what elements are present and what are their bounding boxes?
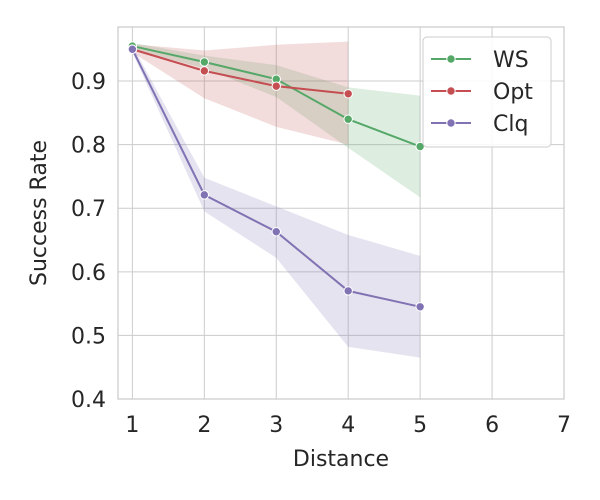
point-clq (343, 286, 353, 296)
legend-marker (446, 86, 456, 96)
point-opt (199, 66, 210, 76)
x-tick-label: 2 (197, 413, 211, 438)
y-tick-label: 0.9 (71, 70, 106, 95)
legend-marker (446, 118, 456, 128)
point-ws (199, 57, 210, 67)
y-tick-label: 0.7 (71, 197, 106, 222)
point-clq (199, 190, 210, 200)
x-tick-label: 3 (269, 413, 283, 438)
point-ws (343, 114, 353, 124)
y-tick-label: 0.5 (71, 324, 106, 349)
legend-label-ws: WS (493, 48, 529, 73)
plot-frame (117, 26, 565, 400)
x-axis-label: Distance (293, 447, 389, 472)
series-points (127, 41, 425, 312)
point-clq (127, 44, 138, 54)
y-axis-label: Success Rate (27, 140, 52, 286)
point-opt (271, 81, 281, 91)
y-tick-label: 0.6 (71, 261, 106, 286)
point-clq (415, 302, 425, 312)
band-opt (132, 41, 349, 145)
x-tick-label: 6 (485, 413, 499, 438)
band-ws (132, 42, 421, 198)
line-opt (132, 48, 349, 95)
band-clq (132, 45, 421, 358)
legend-label-opt: Opt (493, 80, 533, 105)
legend-label-clq: Clq (493, 112, 528, 137)
y-tick-label: 0.4 (71, 388, 106, 413)
point-clq (271, 227, 281, 237)
y-tick-labels: 0.4 0.5 0.6 0.7 0.8 0.9 (71, 70, 106, 413)
legend-marker (446, 54, 456, 64)
x-tick-label: 7 (557, 413, 571, 438)
legend: WS Opt Clq (422, 36, 552, 148)
legend-box (422, 36, 552, 148)
confidence-bands (132, 41, 421, 358)
x-tick-label: 4 (341, 413, 355, 438)
x-tick-label: 1 (125, 413, 139, 438)
y-tick-label: 0.8 (71, 134, 106, 159)
x-tick-label: 5 (413, 413, 427, 438)
x-tick-labels: 1 2 3 4 5 6 7 (125, 413, 571, 438)
point-opt (343, 89, 353, 99)
